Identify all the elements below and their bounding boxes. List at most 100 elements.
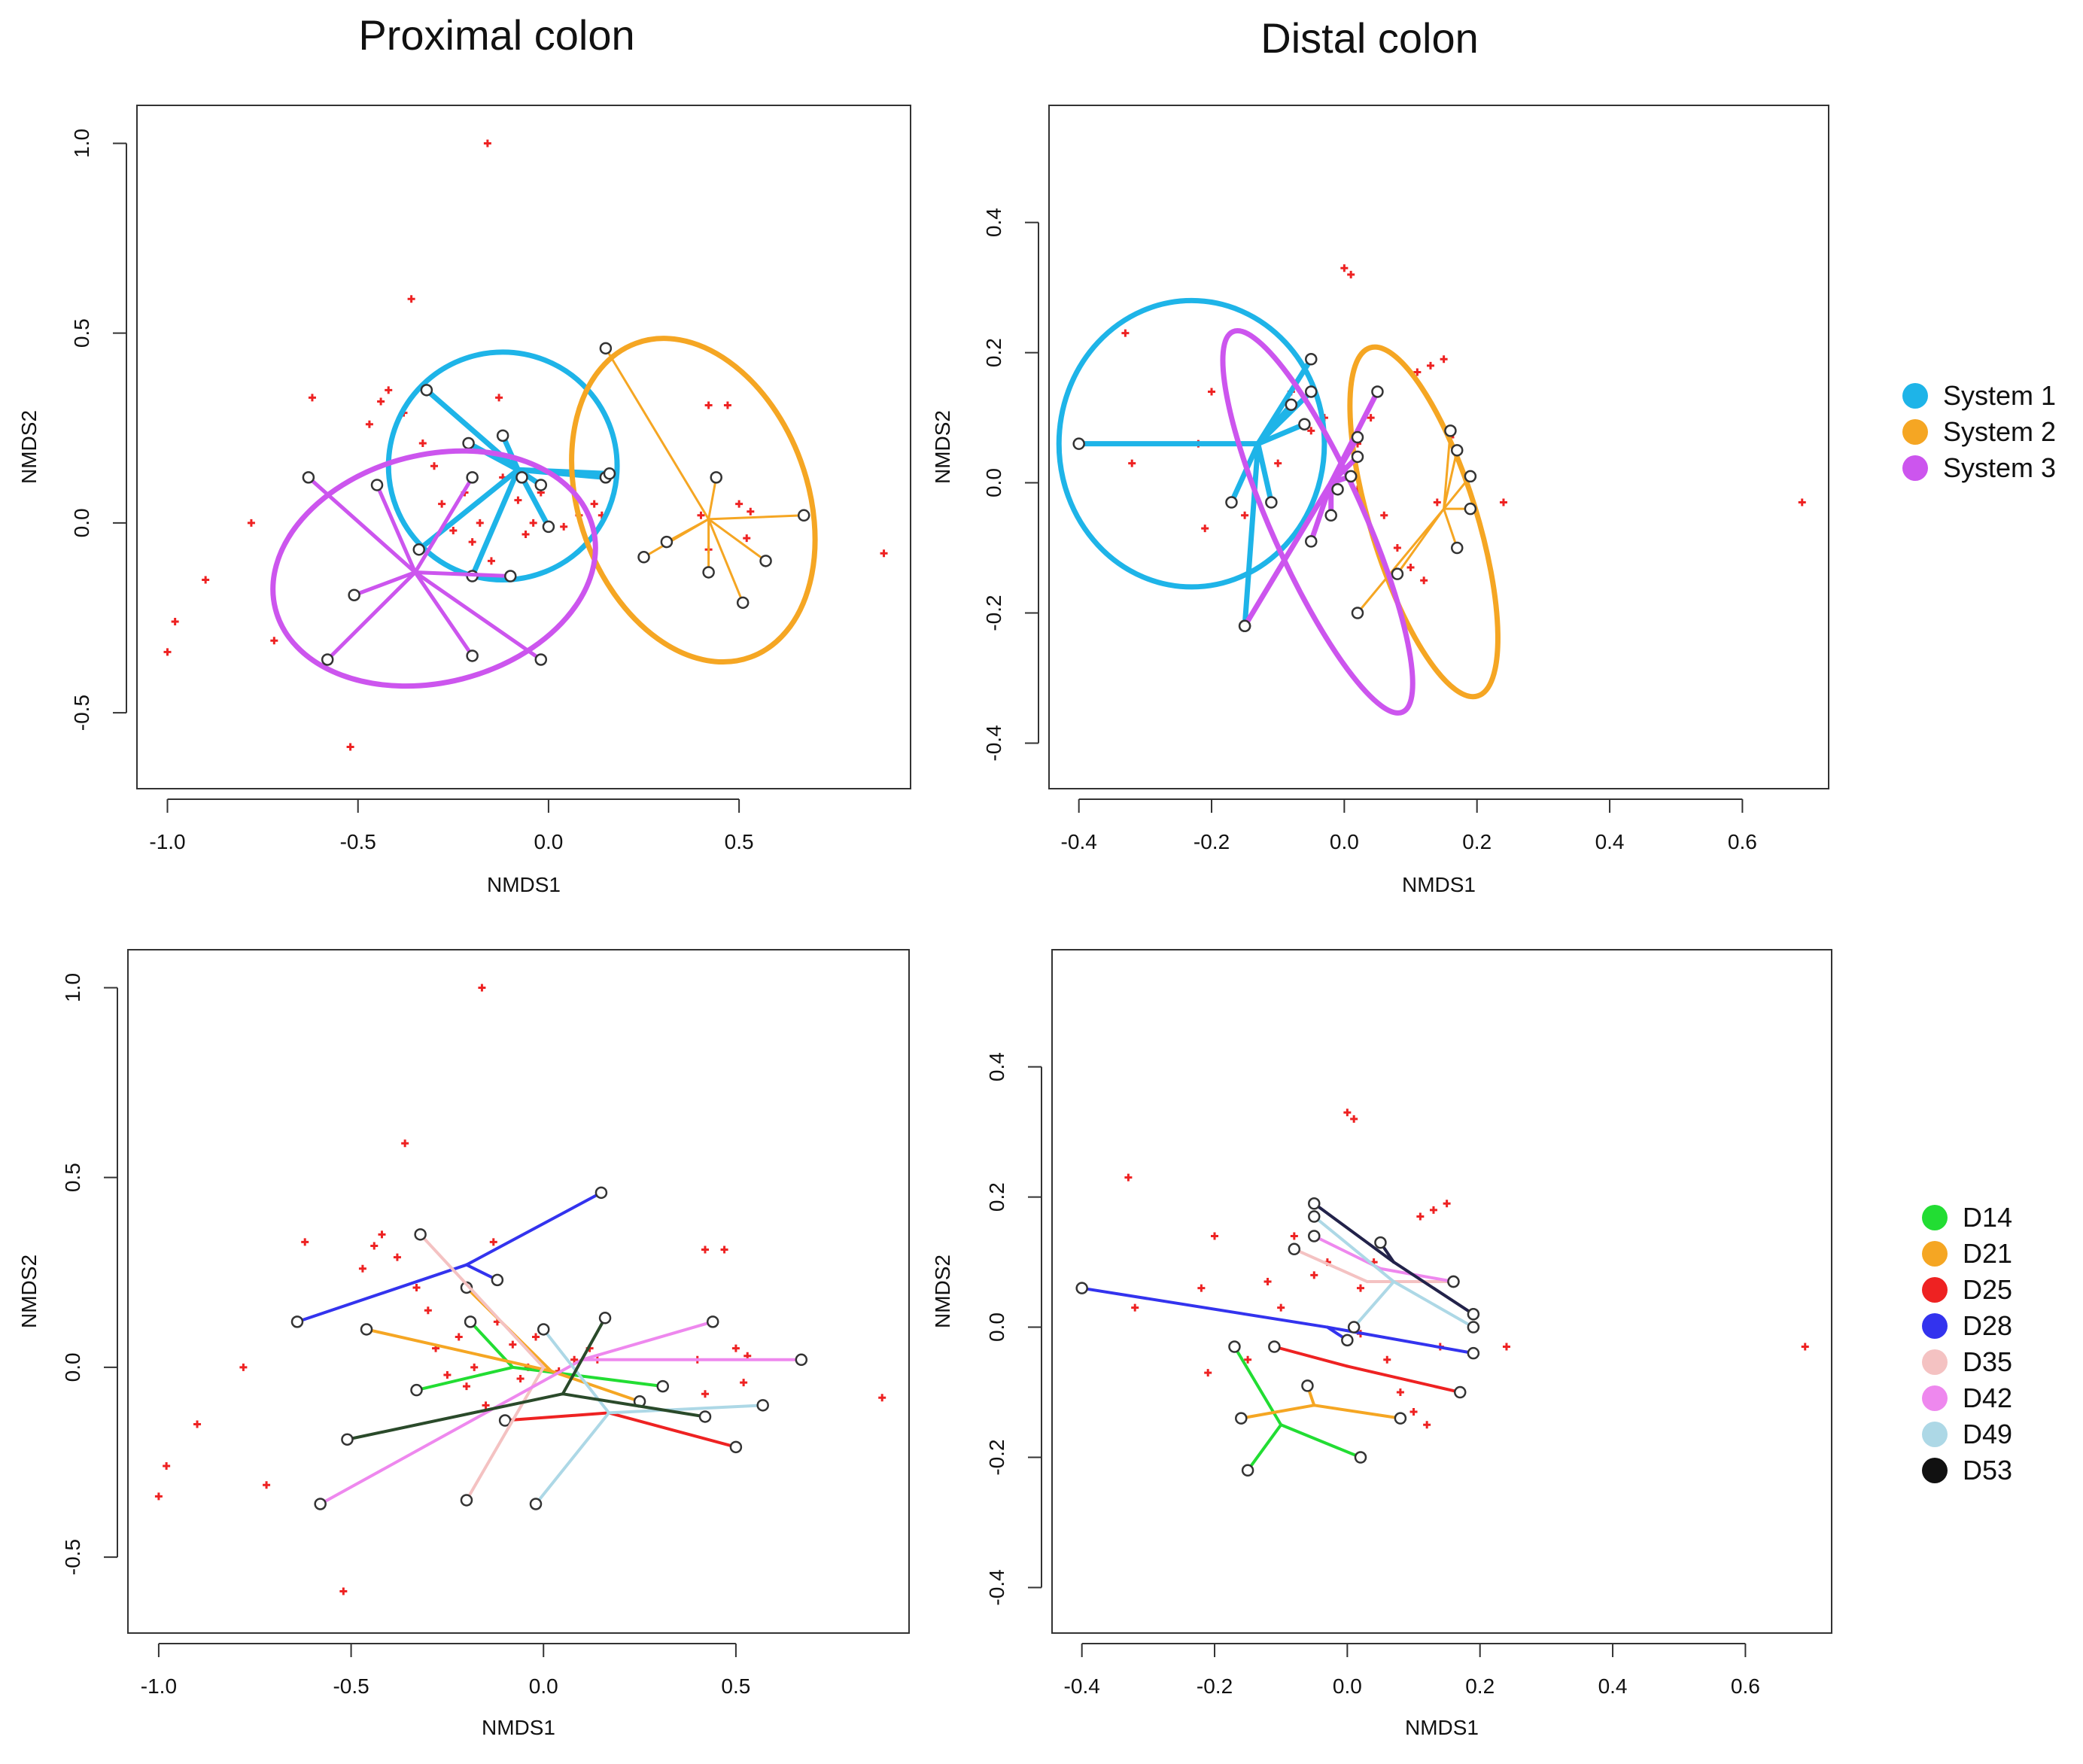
- species-point: [263, 1481, 271, 1489]
- spider-line: [534, 1411, 611, 1506]
- spider-line: [549, 1369, 642, 1404]
- spider-line: [1443, 429, 1452, 510]
- spider-line: [1255, 441, 1274, 506]
- legend-item: System 1: [1902, 378, 2056, 414]
- species-point: [430, 462, 438, 470]
- legend-label: D21: [1963, 1238, 2013, 1269]
- spider-line: [1279, 1423, 1362, 1459]
- x-tick-label: -0.2: [1194, 830, 1230, 853]
- species-point: [570, 1355, 579, 1364]
- x-tick-label: 0.4: [1595, 830, 1625, 853]
- species-point: [740, 1379, 748, 1387]
- legend-item: D14: [1922, 1200, 2012, 1236]
- spider-line: [464, 1191, 603, 1267]
- site-point: [598, 1312, 612, 1325]
- legend-item: D28: [1922, 1308, 2012, 1344]
- species-point: [478, 984, 486, 992]
- species-point: [1241, 511, 1249, 519]
- site-point: [706, 1315, 719, 1328]
- spider-line: [1443, 475, 1472, 510]
- species-point: [747, 507, 755, 516]
- spider-line: [643, 518, 710, 558]
- site-point: [1298, 418, 1311, 430]
- species-point: [1347, 270, 1355, 278]
- x-tick-label: 0.0: [1330, 830, 1359, 853]
- species-point: [1340, 264, 1349, 272]
- species-point: [1208, 388, 1216, 396]
- x-axis-label: NMDS1: [482, 1716, 555, 1739]
- spider-line: [1312, 1404, 1402, 1420]
- site-point: [729, 1440, 743, 1454]
- species-point: [516, 1375, 525, 1383]
- species-point: [1201, 525, 1209, 533]
- spider-line: [470, 467, 521, 579]
- site-point: [1371, 385, 1384, 398]
- legend-swatch: [1922, 1241, 1948, 1267]
- legend-swatch: [1922, 1313, 1948, 1339]
- spider-line: [503, 1411, 611, 1422]
- ellipse-system-3: [270, 448, 598, 689]
- x-tick-label: 0.4: [1598, 1674, 1628, 1698]
- species-point: [514, 496, 522, 504]
- species-point: [697, 511, 705, 519]
- y-tick-label: 0.0: [985, 1312, 1008, 1342]
- species-point: [163, 648, 172, 656]
- x-tick-label: 0.0: [1333, 1674, 1362, 1698]
- spider-line: [1379, 1267, 1455, 1284]
- site-point: [529, 1498, 543, 1510]
- x-tick-label: -0.4: [1064, 1674, 1100, 1698]
- species-point: [462, 1382, 470, 1391]
- species-point: [1801, 1343, 1809, 1351]
- legend-item: D35: [1922, 1344, 2012, 1380]
- site-point: [410, 1383, 423, 1397]
- spider-line: [561, 1316, 607, 1396]
- y-tick-label: 1.0: [61, 973, 84, 1002]
- species-point: [418, 439, 427, 447]
- spider-line: [1312, 1215, 1396, 1284]
- site-point: [466, 649, 479, 662]
- spider-line: [1443, 449, 1458, 510]
- site-point: [464, 1315, 477, 1328]
- site-point: [504, 570, 517, 582]
- spider-line: [466, 440, 521, 473]
- species-point: [1307, 427, 1315, 435]
- site-point: [637, 551, 650, 564]
- spider-line: [318, 1358, 584, 1506]
- species-point: [476, 519, 484, 527]
- site-point: [1265, 496, 1278, 509]
- legend-swatch: [1902, 419, 1928, 445]
- spider-line: [413, 475, 475, 574]
- species-point: [1380, 511, 1388, 519]
- legend-swatch: [1922, 1458, 1948, 1483]
- species-point: [412, 1283, 421, 1291]
- site-point: [462, 436, 475, 450]
- species-point: [339, 1587, 348, 1595]
- species-point: [308, 394, 316, 402]
- site-point: [460, 1494, 473, 1507]
- species-point: [385, 386, 393, 394]
- x-tick-label: -1.0: [149, 830, 185, 853]
- site-point: [1351, 450, 1364, 464]
- ellipse-system-2: [1347, 344, 1501, 700]
- species-point: [470, 1363, 479, 1371]
- site-point: [1453, 1385, 1467, 1399]
- spider-line: [295, 1263, 468, 1324]
- species-point: [1429, 1206, 1437, 1214]
- species-point: [443, 1370, 452, 1379]
- species-point: [735, 500, 743, 508]
- species-point: [1416, 1212, 1425, 1221]
- site-point: [496, 429, 509, 443]
- ellipse-system-1: [1056, 297, 1327, 590]
- species-point: [1443, 1200, 1451, 1208]
- species-point: [1499, 498, 1507, 506]
- y-tick-label: -0.5: [70, 695, 93, 731]
- species-point: [202, 576, 210, 584]
- site-point: [698, 1410, 712, 1423]
- spider-line: [515, 467, 613, 476]
- site-point: [370, 479, 384, 491]
- panel-proximal-systems: -1.0 -0.5 0.0 0.5 NMDS1 -0.5 0.0 0.5 1.0 NMDS2: [17, 105, 911, 896]
- site-point: [314, 1498, 327, 1510]
- species-point: [1383, 1355, 1391, 1364]
- x-tick-label: 0.5: [721, 1674, 750, 1698]
- site-point: [1394, 1412, 1407, 1425]
